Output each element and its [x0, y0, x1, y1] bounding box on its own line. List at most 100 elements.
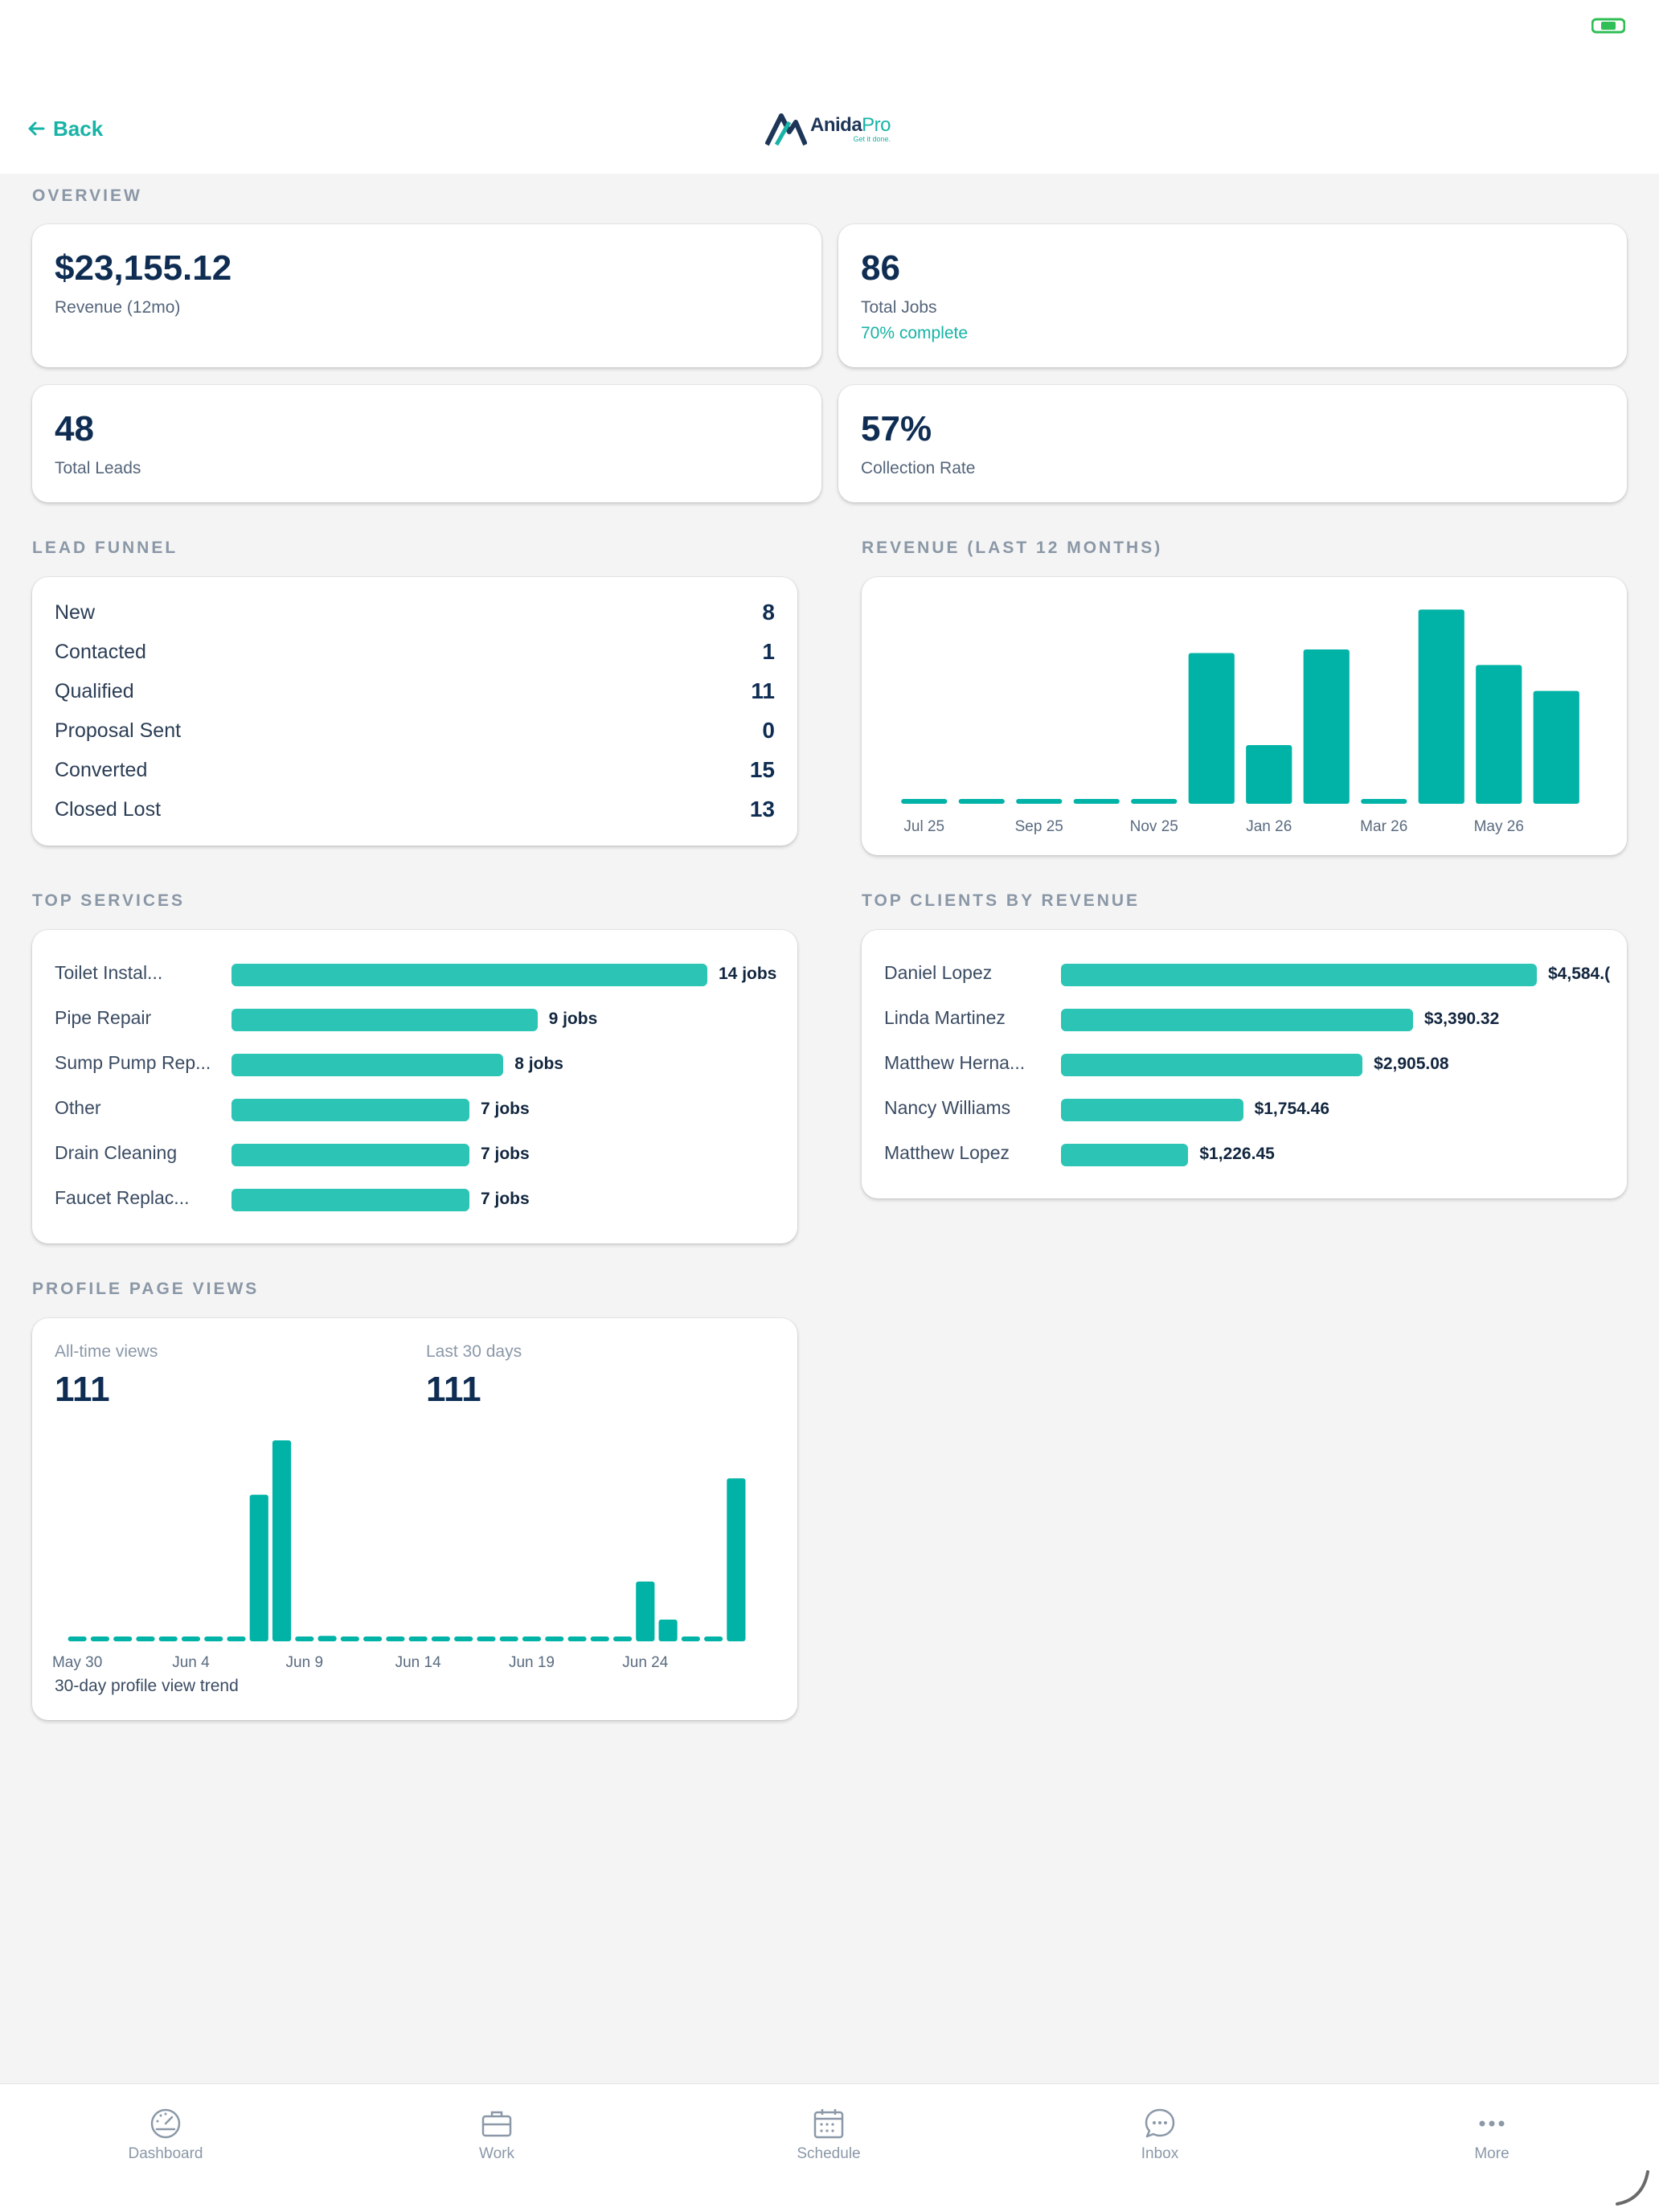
tab-inbox[interactable]: Inbox — [1079, 2107, 1240, 2171]
bar-row-fill — [231, 1144, 469, 1166]
bar-row[interactable]: Daniel Lopez $4,584.( — [884, 957, 1611, 989]
total-jobs-stat-card[interactable]: 86 Total Jobs 70% complete — [838, 224, 1627, 367]
chart-bar — [317, 1636, 337, 1641]
bar-row-fill — [1061, 1144, 1189, 1166]
tab-dashboard[interactable]: Dashboard — [85, 2107, 246, 2171]
collection-rate-stat-card[interactable]: 57% Collection Rate — [838, 385, 1627, 502]
battery-status-icon — [1591, 18, 1625, 34]
stat-label: Total Jobs — [861, 298, 937, 317]
bar-row-fill — [1061, 1054, 1363, 1076]
bar-row[interactable]: Pipe Repair 9 jobs — [55, 1002, 781, 1034]
chart-bar — [567, 1636, 587, 1641]
home-indicator-icon — [1616, 2170, 1649, 2206]
x-tick-label: Jun 14 — [395, 1654, 441, 1671]
funnel-label: Proposal Sent — [55, 719, 182, 742]
top-services-card: Toilet Instal... 14 jobs Pipe Repair 9 jobs… — [32, 930, 797, 1243]
x-tick-label: Jun 24 — [622, 1654, 668, 1671]
chart-bar — [1246, 744, 1292, 804]
tab-label: Dashboard — [128, 2145, 203, 2162]
chart-bar — [681, 1636, 700, 1641]
stat-sub: 70% complete — [861, 324, 969, 342]
x-tick-label: Jun 19 — [509, 1654, 555, 1671]
bar-row-label: Daniel Lopez — [884, 962, 993, 983]
bar-row[interactable]: Matthew Herna... $2,905.08 — [884, 1047, 1611, 1079]
last-30-days-label: Last 30 days — [426, 1342, 522, 1361]
tab-label: Schedule — [797, 2145, 861, 2162]
funnel-label: Converted — [55, 758, 148, 781]
top-bar: Back AnidaPro Get it done. — [0, 0, 1659, 174]
bar-row[interactable]: Nancy Williams $1,754.46 — [884, 1092, 1611, 1124]
bar-row-label: Faucet Replac... — [55, 1187, 190, 1208]
bar-row-fill — [1061, 1099, 1243, 1121]
chart-bar — [408, 1636, 428, 1641]
chart-bar — [1303, 649, 1350, 804]
chart-bar — [113, 1636, 133, 1641]
bar-row-value: $2,905.08 — [1374, 1055, 1449, 1073]
chart-bar — [295, 1636, 314, 1641]
profile-views-bar-chart: May 30 Jun 4 Jun 9 Jun 14 Jun 19 Jun 24 — [52, 1440, 746, 1671]
x-tick-label: Jun 9 — [286, 1654, 323, 1671]
funnel-count: 11 — [751, 678, 775, 703]
funnel-count: 15 — [749, 757, 775, 782]
bar-row-value: $1,754.46 — [1254, 1100, 1330, 1118]
funnel-row-contacted[interactable]: Contacted 1 — [55, 636, 775, 668]
bar-row-fill — [231, 964, 707, 986]
x-tick-label: Jul 25 — [903, 818, 944, 835]
lead-funnel-card: New 8 Contacted 1 Qualified 11 Proposal … — [32, 577, 797, 846]
chart-bar — [431, 1636, 450, 1641]
chart-bar — [363, 1636, 383, 1641]
last-30-days-value: 111 — [426, 1370, 481, 1409]
chart-bar — [227, 1636, 246, 1641]
bar-row[interactable]: Matthew Lopez $1,226.45 — [884, 1137, 1611, 1169]
bar-row[interactable]: Toilet Instal... 14 jobs — [55, 957, 781, 989]
profile-views-caption: 30-day profile view trend — [55, 1677, 239, 1695]
chart-bar — [1533, 690, 1579, 804]
bar-row-value: $4,584.( — [1548, 965, 1611, 983]
logo-name-main: Anida — [810, 114, 862, 136]
bar-row-label: Pipe Repair — [55, 1007, 152, 1028]
calendar-icon — [813, 2109, 844, 2139]
app-logo: AnidaPro Get it done. — [765, 104, 902, 153]
bar-row-label: Other — [55, 1097, 101, 1118]
revenue-bar-chart: Jul 25 Sep 25 Nov 25 Jan 26 Mar 26 May 26 — [901, 609, 1579, 835]
top-services-title: TOP SERVICES — [32, 891, 186, 910]
bar-row-value: $1,226.45 — [1199, 1145, 1275, 1163]
funnel-row-proposal-sent[interactable]: Proposal Sent 0 — [55, 715, 775, 747]
tab-schedule[interactable]: Schedule — [748, 2107, 909, 2171]
funnel-count: 0 — [762, 718, 775, 743]
chart-bar — [90, 1636, 109, 1641]
x-tick-label: Mar 26 — [1360, 818, 1407, 835]
bar-row-fill — [231, 1189, 469, 1211]
bar-row-fill — [231, 1054, 504, 1076]
bar-row[interactable]: Faucet Replac... 7 jobs — [55, 1182, 781, 1215]
bar-row[interactable]: Other 7 jobs — [55, 1092, 781, 1124]
revenue-stat-card[interactable]: $23,155.12 Revenue (12mo) — [32, 224, 821, 367]
bar-row[interactable]: Drain Cleaning 7 jobs — [55, 1137, 781, 1169]
funnel-row-new[interactable]: New 8 — [55, 596, 775, 629]
tab-work[interactable]: Work — [416, 2107, 577, 2171]
bar-row-fill — [1061, 1009, 1413, 1031]
funnel-row-closed-lost[interactable]: Closed Lost 13 — [55, 793, 775, 825]
chart-bar — [386, 1636, 405, 1641]
bar-row[interactable]: Linda Martinez $3,390.32 — [884, 1002, 1611, 1034]
x-tick-label: May 26 — [1474, 818, 1524, 835]
back-button[interactable]: Back — [27, 113, 103, 145]
chart-bar — [1016, 799, 1063, 804]
chat-bubble-icon — [1145, 2108, 1175, 2138]
lead-funnel-title: LEAD FUNNEL — [32, 539, 178, 557]
total-leads-stat-card[interactable]: 48 Total Leads — [32, 385, 821, 502]
stat-label: Total Leads — [55, 459, 141, 477]
chart-bar — [1188, 653, 1235, 804]
bar-row[interactable]: Sump Pump Rep... 8 jobs — [55, 1047, 781, 1079]
tab-more[interactable]: More — [1411, 2107, 1572, 2171]
bar-row-label: Matthew Lopez — [884, 1142, 1010, 1163]
back-label: Back — [53, 116, 104, 141]
chart-bar — [136, 1636, 155, 1641]
bar-row-value: 9 jobs — [548, 1010, 598, 1028]
funnel-row-qualified[interactable]: Qualified 11 — [55, 675, 775, 707]
funnel-count: 1 — [762, 639, 775, 664]
arrow-left-icon — [28, 121, 45, 136]
funnel-row-converted[interactable]: Converted 15 — [55, 754, 775, 786]
overview-title: OVERVIEW — [32, 186, 142, 205]
tab-label: Inbox — [1141, 2145, 1179, 2162]
